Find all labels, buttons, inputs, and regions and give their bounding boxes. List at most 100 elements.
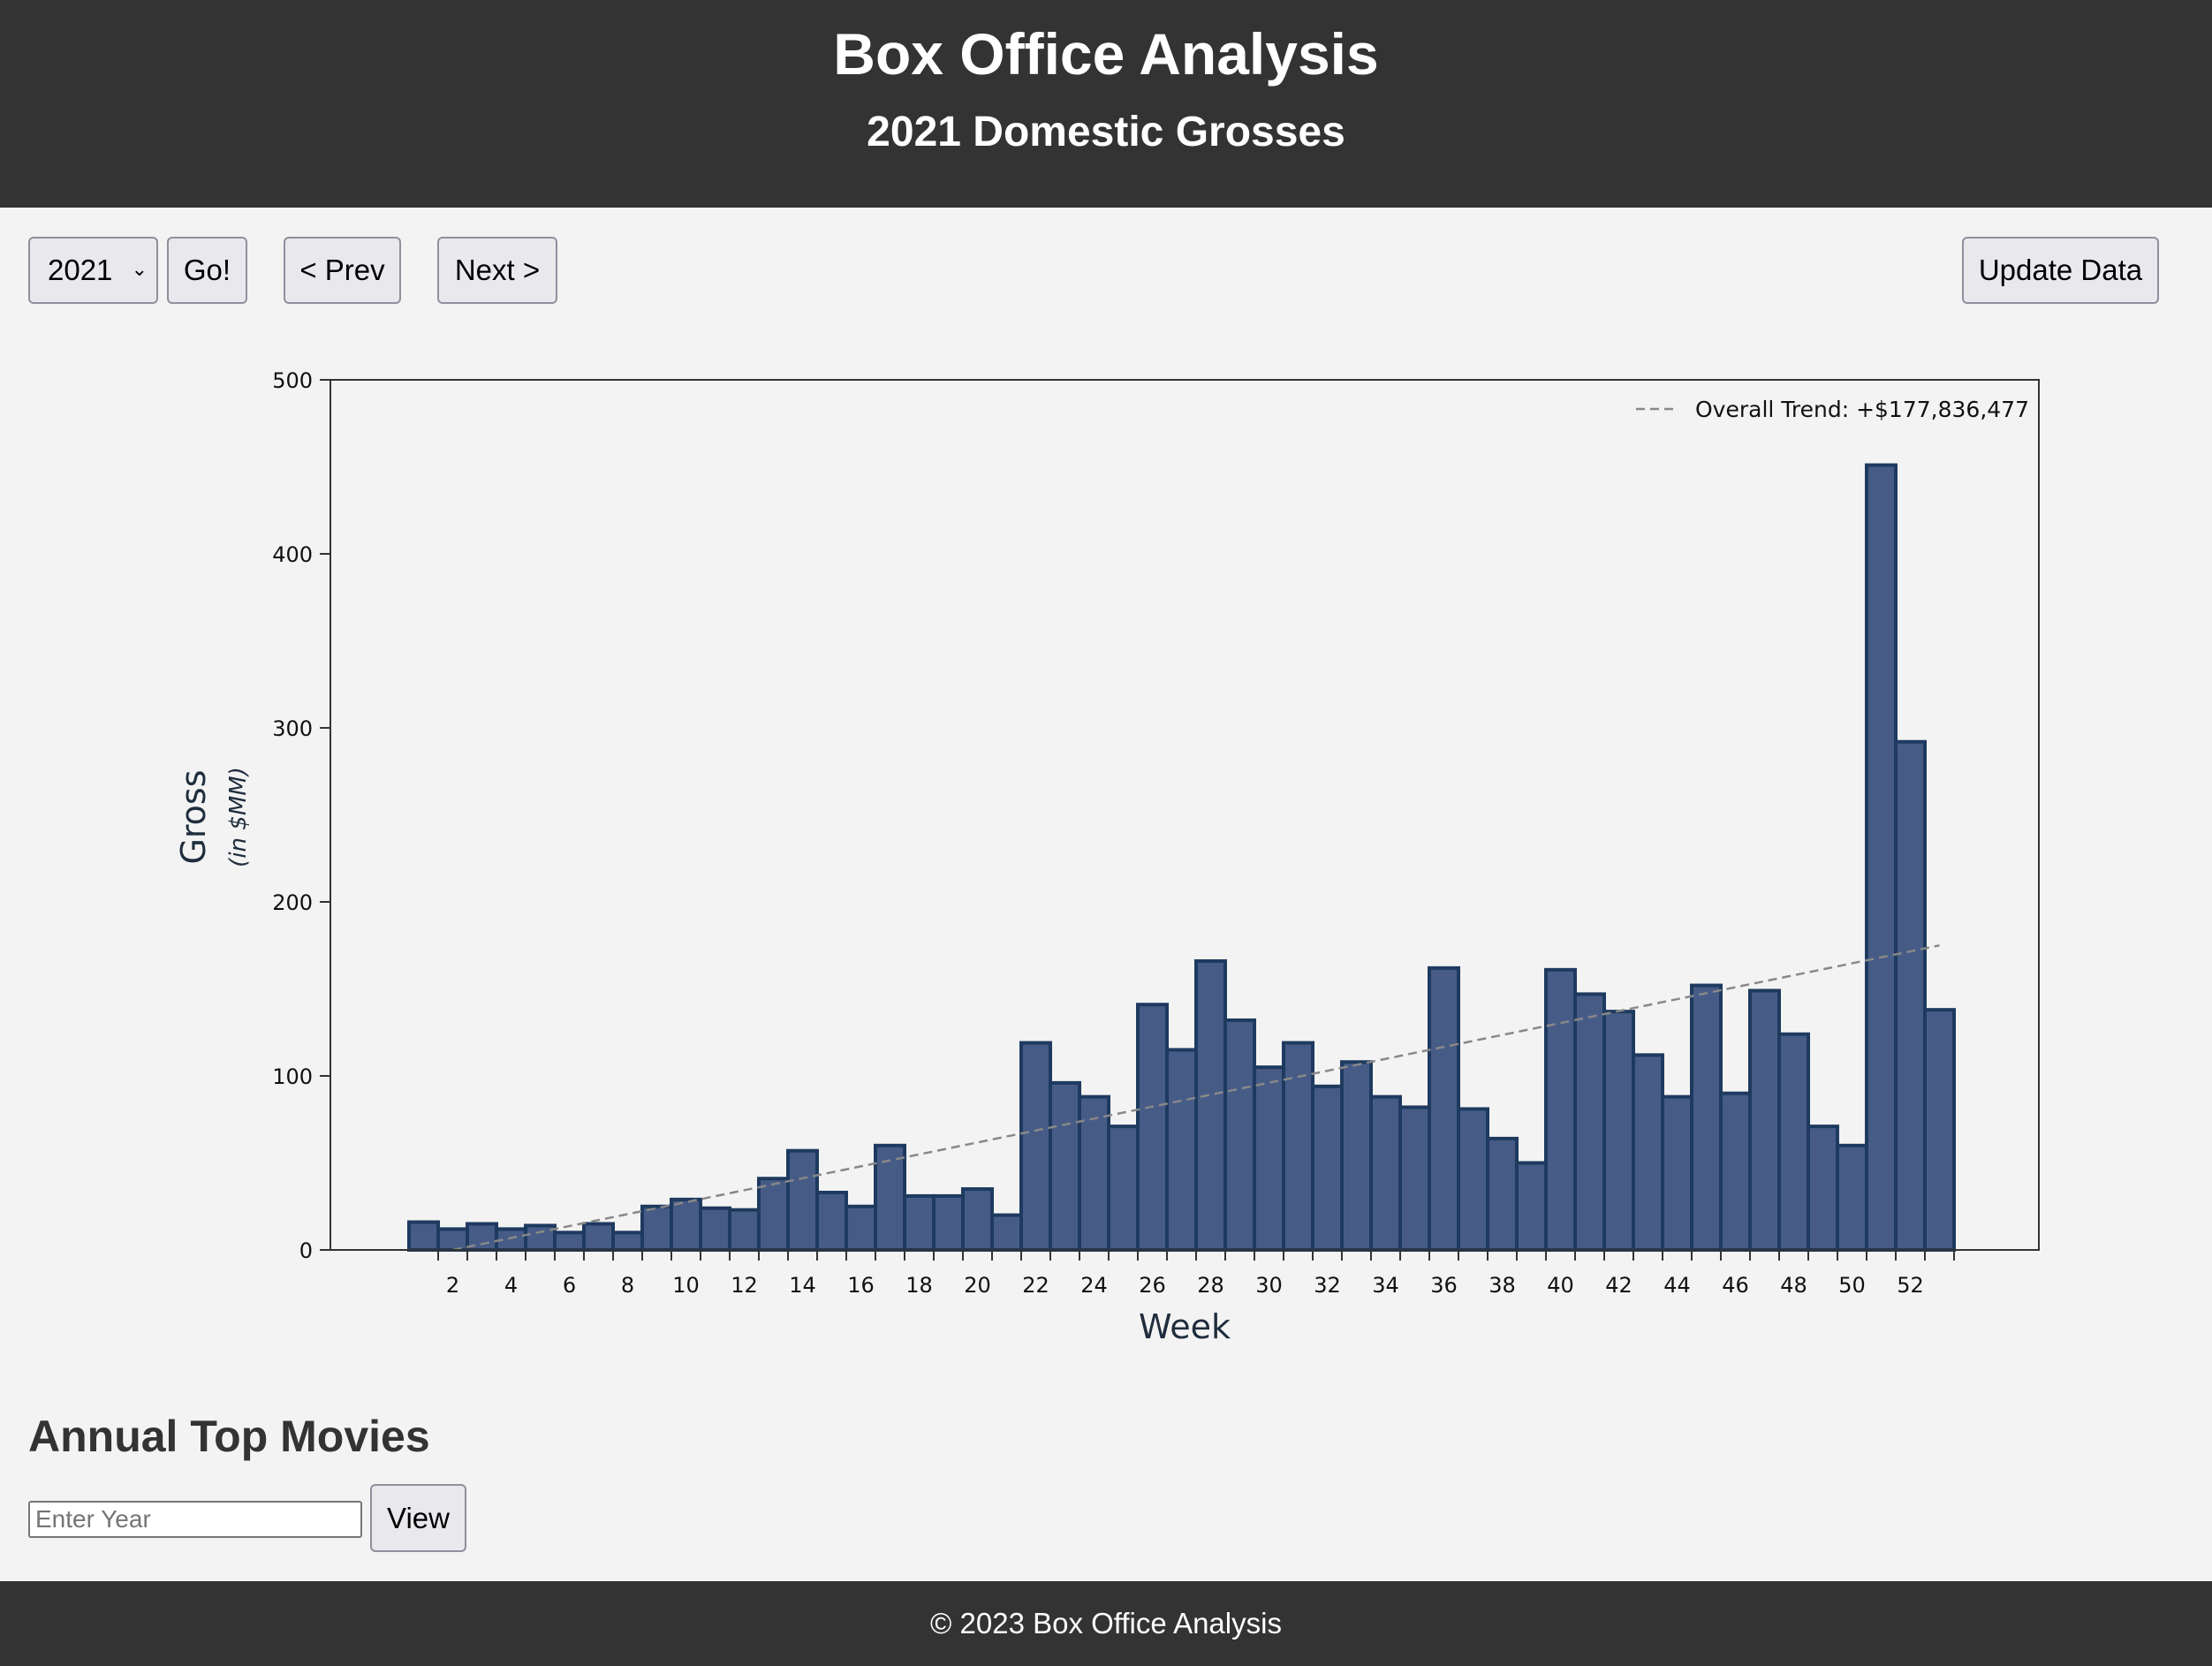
chevron-down-icon: ⌄: [131, 258, 148, 280]
x-tick-label: 36: [1430, 1273, 1458, 1298]
page-title: Box Office Analysis: [833, 21, 1379, 87]
bar-week-42: [1602, 1010, 1635, 1252]
bar-week-53: [1923, 1008, 1956, 1252]
x-tick-label: 50: [1838, 1273, 1866, 1298]
footer-copyright: © 2023 Box Office Analysis: [930, 1607, 1282, 1639]
bar-week-29: [1223, 1018, 1256, 1252]
bar-week-16: [845, 1204, 877, 1252]
bar-week-30: [1253, 1065, 1285, 1253]
y-tick-label: 400: [272, 542, 313, 567]
trend-line: [452, 944, 1940, 1252]
x-tick-label: 6: [563, 1273, 576, 1298]
x-tick-label: 4: [504, 1273, 518, 1298]
go-button[interactable]: Go!: [167, 237, 247, 304]
bar-week-14: [786, 1148, 819, 1252]
x-tick-label: 8: [621, 1273, 634, 1298]
bar-week-20: [961, 1187, 994, 1253]
y-axis-label: Gross: [174, 769, 213, 864]
prev-button[interactable]: < Prev: [284, 237, 401, 304]
bar-week-7: [582, 1222, 615, 1252]
next-button[interactable]: Next >: [437, 237, 557, 304]
bar-week-51: [1865, 463, 1898, 1252]
bar-week-46: [1719, 1091, 1752, 1252]
x-tick-label: 42: [1605, 1273, 1632, 1298]
bar-week-36: [1428, 966, 1460, 1252]
x-tick-label: 32: [1314, 1273, 1341, 1298]
bar-week-45: [1690, 983, 1723, 1253]
bar-week-28: [1194, 958, 1227, 1252]
bar-week-23: [1049, 1080, 1081, 1252]
y-axis-units: (in $MM): [225, 767, 252, 867]
x-tick-label: 16: [847, 1273, 875, 1298]
x-tick-label: 52: [1897, 1273, 1924, 1298]
view-button[interactable]: View: [370, 1484, 466, 1552]
x-tick-label: 14: [789, 1273, 816, 1298]
bar-week-38: [1486, 1136, 1519, 1253]
x-tick-label: 18: [905, 1273, 933, 1298]
bar-week-47: [1748, 988, 1781, 1252]
bar-week-31: [1282, 1041, 1314, 1252]
bar-week-6: [553, 1231, 586, 1253]
bar-week-35: [1398, 1105, 1431, 1252]
bar-week-43: [1632, 1053, 1664, 1252]
bar-week-22: [1019, 1041, 1052, 1252]
x-tick-label: 12: [731, 1273, 758, 1298]
page-subtitle: 2021 Domestic Grosses: [867, 109, 1345, 155]
bar-week-49: [1807, 1125, 1839, 1252]
bar-week-8: [611, 1231, 644, 1253]
bar-week-19: [932, 1193, 965, 1253]
x-tick-label: 38: [1489, 1273, 1516, 1298]
bar-week-33: [1340, 1060, 1373, 1252]
page-footer: © 2023 Box Office Analysis: [0, 1581, 2212, 1666]
bar-week-52: [1894, 739, 1927, 1252]
x-tick-label: 46: [1722, 1273, 1749, 1298]
plot-area: [330, 379, 2040, 1251]
x-tick-label: 48: [1780, 1273, 1807, 1298]
bar-week-15: [815, 1190, 848, 1252]
bar-week-11: [699, 1206, 731, 1252]
y-tick-label: 0: [299, 1238, 313, 1263]
y-tick-label: 200: [272, 890, 313, 915]
bar-week-21: [990, 1213, 1023, 1252]
y-tick-label: 100: [272, 1064, 313, 1089]
bar-week-34: [1369, 1094, 1402, 1253]
x-tick-label: 30: [1255, 1273, 1283, 1298]
year-select[interactable]: 2021 ⌄: [28, 237, 158, 304]
y-tick-label: 300: [272, 716, 313, 741]
x-tick-label: 20: [964, 1273, 991, 1298]
bar-week-18: [903, 1193, 936, 1253]
page-header: Box Office Analysis 2021 Domestic Grosse…: [0, 0, 2212, 208]
bar-week-25: [1107, 1125, 1140, 1252]
x-tick-label: 28: [1197, 1273, 1224, 1298]
x-axis-label: Week: [1139, 1307, 1231, 1346]
x-tick-label: 26: [1139, 1273, 1166, 1298]
year-input[interactable]: [28, 1501, 362, 1538]
x-tick-label: 22: [1022, 1273, 1049, 1298]
bar-week-39: [1515, 1161, 1548, 1252]
year-select-value: 2021: [48, 254, 113, 286]
bar-week-2: [436, 1227, 469, 1252]
bar-week-44: [1661, 1094, 1693, 1253]
bar-week-48: [1777, 1032, 1810, 1252]
bar-week-50: [1836, 1143, 1868, 1253]
x-tick-label: 10: [672, 1273, 700, 1298]
bar-week-41: [1573, 992, 1606, 1253]
x-tick-label: 24: [1080, 1273, 1108, 1298]
bar-week-37: [1457, 1107, 1489, 1253]
x-tick-label: 44: [1663, 1273, 1691, 1298]
x-tick-label: 40: [1547, 1273, 1574, 1298]
bar-week-12: [728, 1208, 761, 1252]
y-tick-label: 500: [272, 368, 313, 393]
x-tick-label: 34: [1372, 1273, 1399, 1298]
bar-week-13: [757, 1177, 790, 1252]
top-movies-heading: Annual Top Movies: [28, 1412, 430, 1461]
bar-week-17: [874, 1143, 906, 1253]
bar-week-10: [670, 1197, 702, 1252]
bar-week-27: [1165, 1048, 1198, 1252]
bar-week-32: [1311, 1084, 1344, 1252]
bar-week-1: [407, 1220, 440, 1252]
bar-week-9: [640, 1204, 673, 1252]
bar-week-26: [1136, 1003, 1169, 1252]
update-data-button[interactable]: Update Data: [1962, 237, 2159, 304]
